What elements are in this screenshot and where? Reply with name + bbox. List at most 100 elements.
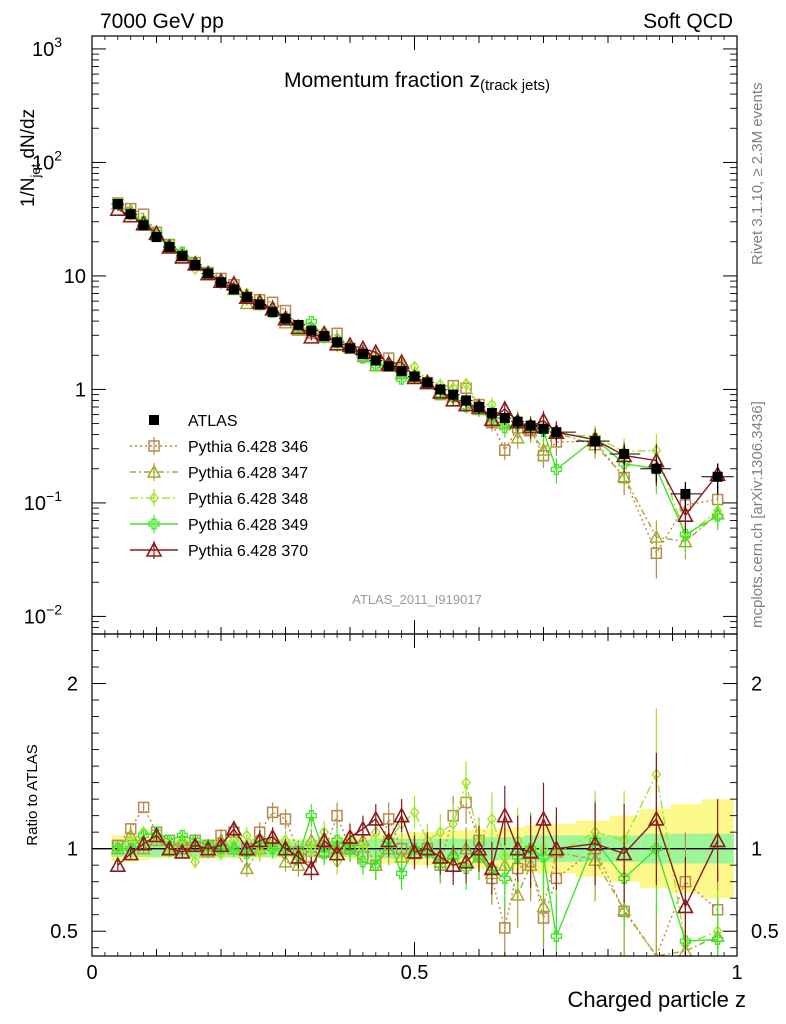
y-tick-label: 103 [32,34,62,61]
ratio-point-p347 [291,857,306,871]
ratio-point-p349 [344,843,356,855]
legend-marker-p348 [149,491,159,505]
y-tick-label: 102 [32,147,62,174]
ratio-point-p370 [315,831,333,848]
ratio-y-tick-label: 2 [67,674,78,696]
main-ticks: 10−2 10−1 1 10 102 103 [24,34,738,635]
legend-label: Pythia 6.428 349 [188,517,308,534]
legend-marker-atlas [149,415,159,425]
legend-marker-p370 [145,541,163,557]
ratio-point-p349 [228,843,240,855]
ratio-point-p348 [370,826,381,839]
atlas-point [332,337,343,348]
atlas-point [190,259,201,270]
ratio-point-p370 [393,806,410,823]
atlas-point [499,413,510,424]
legend-label: Pythia 6.428 346 [188,439,308,456]
ratio-point-p370 [186,836,204,853]
ratio-y-tick-label: 1 [67,839,78,861]
ratio-point-p370 [109,856,127,872]
point-p370 [302,328,320,344]
y-tick-label: 10−2 [24,601,62,628]
atlas-point [422,377,433,388]
atlas-point [538,423,549,434]
ratio-point-p370 [457,853,475,869]
ratio-point-p370 [548,839,565,856]
ratio-point-p370 [522,843,539,859]
atlas-point [370,355,381,366]
ratio-point-p348 [435,826,446,839]
ratio-point-p347 [278,854,293,868]
ratio-point-p348 [448,817,459,831]
legend-marker-p346 [148,440,160,452]
ratio-point-p349 [460,862,472,875]
atlas-point [306,325,317,336]
ratio-point-p349 [395,867,408,880]
ratio-point-p370 [122,844,140,861]
y-tick-label: 1 [75,379,86,401]
legend-label: Pythia 6.428 370 [188,543,308,560]
ratio-point-p347 [239,861,254,875]
analysis-id: ATLAS_2011_I919017 [352,592,482,607]
atlas-point [254,299,265,310]
legend-item-atlas: ATLAS [149,413,238,430]
ratio-point-p349 [408,843,421,855]
ratio-point-p346 [499,922,511,934]
ratio-data-layer [92,708,737,958]
ratio-point-p348 [164,845,175,859]
x-tick-label: 0 [86,962,97,984]
ratio-point-p349 [679,935,692,947]
ratio-point-p370 [238,839,256,856]
ratio-point-p349 [712,933,724,946]
atlas-point [651,463,662,474]
atlas-point [151,232,162,243]
atlas-point [396,366,407,377]
beam-label: 7000 GeV pp [100,10,224,33]
legend-label: Pythia 6.428 348 [188,491,308,508]
ratio-line-p349 [117,813,718,942]
ratio-point-p347 [136,841,151,855]
legend: ATLAS Pythia 6.428 346 Pythia 6.428 347 Pyt… [130,413,308,560]
ratio-point-p370 [367,810,385,826]
legend-marker-p349 [148,518,160,530]
ratio-point-p347 [536,898,551,913]
ratio-point-p370 [380,831,398,848]
point-p348 [461,377,471,390]
ratio-point-p370 [354,820,372,836]
legend-item-p348: Pythia 6.428 348 [130,489,308,508]
ratio-point-p346 [266,806,279,819]
point-p370 [483,410,501,427]
ratio-point-p348 [254,845,265,859]
ratio-point-p348 [487,812,497,826]
atlas-point [357,349,368,360]
ratio-point-p346 [137,801,150,814]
ratio-point-p370 [251,831,269,848]
main-panel: 10−2 10−1 1 10 102 103 Momentum fraction z(tr… [18,34,738,635]
ratio-point-p370 [406,843,423,859]
atlas-point [435,384,446,395]
ratio-point-p370 [173,843,191,859]
ratio-point-p346 [279,813,292,825]
atlas-point [267,307,278,318]
y-tick-label: 10 [64,266,86,288]
atlas-point [345,343,355,354]
ratio-point-p370 [677,897,694,914]
ratio-panel: 0 0.5 1 0.5 0.5 1 1 2 2 Ratio to ATLAS [24,633,779,984]
ratio-point-p370 [535,810,552,826]
point-p370 [677,506,694,522]
ratio-point-p370 [431,848,449,864]
atlas-point [680,488,691,499]
ratio-point-p349 [537,851,550,863]
rivet-label: Rivet 3.1.10, ≥ 2.3M events [749,83,766,266]
atlas-point [474,402,484,413]
ratio-point-p370 [470,839,488,856]
ratio-point-p370 [328,844,346,861]
atlas-point [164,241,175,252]
point-p346 [499,444,511,456]
ratio-point-p370 [586,835,604,851]
atlas-point [216,277,226,288]
ratio-line-p347 [117,834,718,957]
ratio-point-p348 [461,776,471,789]
ratio-point-p370 [161,839,178,856]
ratio-point-p370 [483,859,501,876]
